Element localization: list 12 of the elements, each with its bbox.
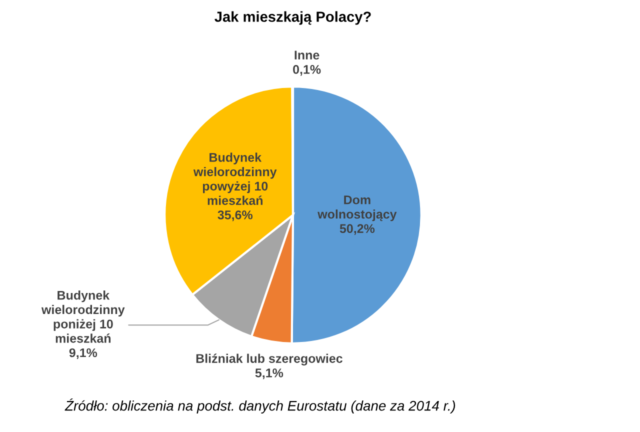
- slice-label: Budynek wielorodzinny poniżej 10 mieszkań: [41, 290, 125, 343]
- chart-title: Jak mieszkają Polacy?: [214, 11, 371, 25]
- data-label: 50,2%: [340, 224, 375, 235]
- data-label: 35,6%: [218, 210, 253, 222]
- slice-label: Inne: [294, 50, 320, 60]
- data-label: 9,1%: [69, 348, 98, 359]
- data-label: 0,1%: [293, 65, 321, 76]
- data-label: 5,1%: [255, 368, 284, 380]
- text: Źródło: obliczenia na podst. danych Eurostatu (dane za 2014 r.): [64, 398, 456, 414]
- slice-label: Dom wolnostojący: [318, 196, 397, 222]
- slice-label: Bliźniak lub szeregowiec: [196, 354, 342, 366]
- slice-label: Budynek wielorodzinny powyżej 10 mieszkań: [193, 152, 277, 205]
